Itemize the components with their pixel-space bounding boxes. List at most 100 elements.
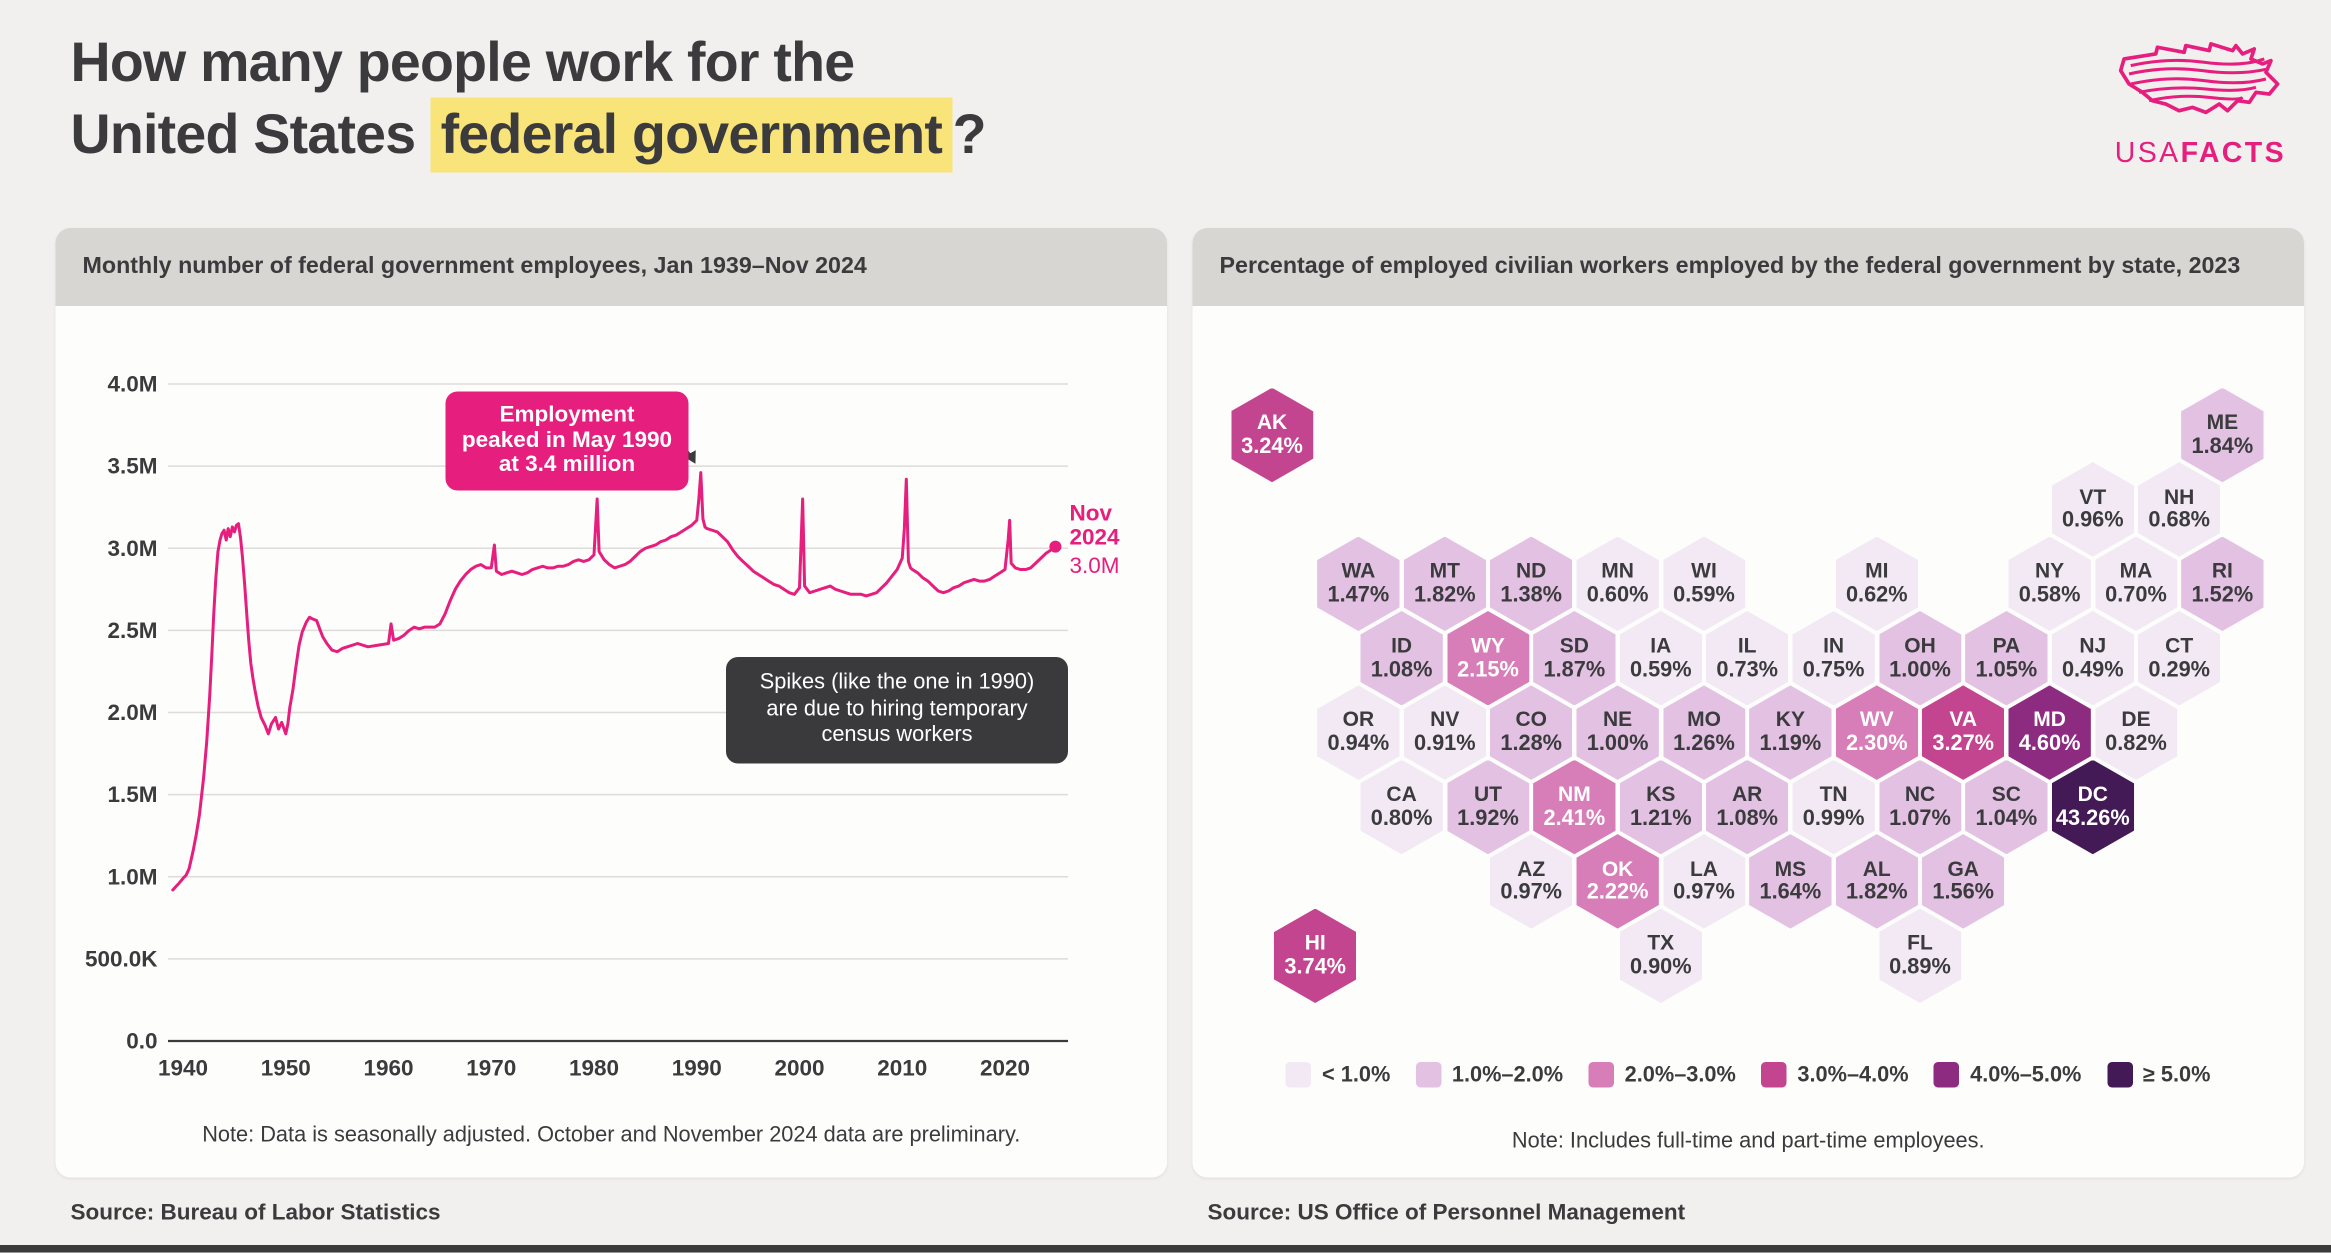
state-value: 1.26%: [1673, 732, 1735, 757]
state-hex-wv[interactable]: WV 2.30%: [1835, 685, 1919, 780]
state-hex-nj[interactable]: NJ 0.49%: [2051, 610, 2135, 706]
usa-map-icon: [2118, 42, 2280, 115]
state-hex-ga[interactable]: GA 1.56%: [1921, 834, 2005, 929]
state-hex-tn[interactable]: TN 0.99%: [1792, 759, 1875, 855]
state-abbr: MO: [1687, 707, 1721, 732]
state-hex-md[interactable]: MD 4.60%: [2008, 685, 2091, 780]
state-hex-oh[interactable]: OH 1.00%: [1878, 610, 1962, 706]
state-abbr: WV: [1859, 707, 1894, 732]
state-abbr: WI: [1691, 558, 1717, 583]
right-panel-header: Percentage of employed civilian workers …: [1192, 228, 2304, 306]
state-abbr: DE: [2121, 707, 2151, 732]
state-hex-ne[interactable]: NE 1.00%: [1576, 685, 1659, 780]
state-hex-ky[interactable]: KY 1.19%: [1749, 685, 1832, 780]
state-hex-nd[interactable]: ND 1.38%: [1489, 536, 1573, 632]
state-value: 3.74%: [1284, 955, 1347, 980]
svg-text:1980: 1980: [569, 1056, 619, 1081]
state-value: 1.47%: [1327, 583, 1390, 608]
state-hex-ms[interactable]: MS 1.64%: [1749, 834, 1832, 929]
state-abbr: VT: [2079, 483, 2107, 508]
state-hex-wi[interactable]: WI 0.59%: [1662, 536, 1746, 632]
state-hex-ny[interactable]: NY 0.58%: [2008, 536, 2091, 632]
state-value: 1.21%: [1629, 806, 1692, 831]
state-hex-mo[interactable]: MO 1.26%: [1662, 685, 1746, 780]
state-hex-me[interactable]: ME 1.84%: [2181, 387, 2264, 483]
state-hex-sc[interactable]: SC 1.04%: [1965, 759, 2048, 855]
state-hex-ks[interactable]: KS 1.21%: [1619, 759, 1703, 855]
state-abbr: OH: [1904, 632, 1936, 657]
state-hex-id[interactable]: ID 1.08%: [1360, 610, 1443, 706]
state-hex-ar[interactable]: AR 1.08%: [1705, 759, 1789, 855]
state-abbr: IL: [1737, 632, 1757, 657]
state-value: 0.82%: [2105, 732, 2167, 757]
state-hex-hi[interactable]: HI 3.74%: [1273, 908, 1357, 1004]
legend-label: 2.0%–3.0%: [1624, 1062, 1736, 1087]
state-hex-or[interactable]: OR 0.94%: [1317, 685, 1400, 780]
state-hex-ak[interactable]: AK 3.24%: [1230, 387, 1314, 483]
state-abbr: RI: [2211, 558, 2233, 583]
hex-map-area: AK 3.24% ME 1.84% VT 0.96% NH 0.68% WA 1.47% MT 1.8…: [1193, 306, 2305, 1178]
legend-swatch: [1415, 1062, 1442, 1088]
state-hex-mi[interactable]: MI 0.62%: [1835, 536, 1919, 632]
logo-usa-text: USA: [2114, 138, 2181, 170]
state-hex-nc[interactable]: NC 1.07%: [1878, 759, 1962, 855]
state-hex-in[interactable]: IN 0.75%: [1792, 610, 1875, 706]
state-hex-co[interactable]: CO 1.28%: [1489, 685, 1573, 780]
state-value: 4.60%: [2018, 732, 2081, 757]
state-value: 2.41%: [1543, 806, 1606, 831]
state-hex-ia[interactable]: IA 0.59%: [1619, 610, 1703, 706]
state-hex-al[interactable]: AL 1.82%: [1835, 834, 1919, 929]
state-abbr: TX: [1647, 930, 1675, 955]
state-value: 0.59%: [1629, 657, 1692, 682]
state-hex-ca[interactable]: CA 0.80%: [1360, 759, 1443, 855]
state-hex-tx[interactable]: TX 0.90%: [1619, 908, 1703, 1004]
state-value: 43.26%: [2055, 806, 2130, 831]
state-abbr: MD: [2033, 707, 2066, 732]
state-value: 0.99%: [1802, 806, 1865, 831]
state-abbr: SC: [1991, 781, 2021, 806]
state-hex-il[interactable]: IL 0.73%: [1705, 610, 1789, 706]
legend-item-2: 2.0%–3.0%: [1588, 1062, 1736, 1088]
state-value: 0.49%: [2061, 657, 2124, 682]
state-hex-ut[interactable]: UT 1.92%: [1446, 759, 1530, 855]
state-hex-vt[interactable]: VT 0.96%: [2051, 462, 2135, 557]
page-title: How many people work for the United State…: [70, 27, 987, 173]
state-hex-sd[interactable]: SD 1.87%: [1533, 610, 1616, 706]
svg-text:500.0K: 500.0K: [85, 946, 158, 971]
state-hex-va[interactable]: VA 3.27%: [1921, 685, 2005, 780]
legend-swatch: [1934, 1062, 1960, 1088]
svg-text:1990: 1990: [672, 1056, 722, 1081]
state-value: 1.00%: [1586, 732, 1649, 757]
state-hex-wa[interactable]: WA 1.47%: [1317, 536, 1400, 632]
employment-trend-panel: Monthly number of federal government emp…: [55, 228, 1167, 1178]
state-hex-la[interactable]: LA 0.97%: [1662, 834, 1746, 929]
state-hex-ma[interactable]: MA 0.70%: [2094, 536, 2178, 632]
state-value: 0.90%: [1629, 955, 1692, 980]
state-hex-nh[interactable]: NH 0.68%: [2137, 462, 2221, 557]
svg-text:0.0: 0.0: [126, 1029, 157, 1054]
state-hex-de[interactable]: DE 0.82%: [2094, 685, 2178, 780]
state-hex-ct[interactable]: CT 0.29%: [2137, 610, 2221, 706]
state-hex-nv[interactable]: NV 0.91%: [1403, 685, 1487, 780]
state-value: 3.24%: [1241, 434, 1303, 459]
state-value: 1.64%: [1759, 880, 1822, 905]
state-hex-nm[interactable]: NM 2.41%: [1533, 759, 1616, 855]
state-hex-pa[interactable]: PA 1.05%: [1965, 610, 2048, 706]
state-hex-ok[interactable]: OK 2.22%: [1576, 834, 1659, 929]
state-hex-fl[interactable]: FL 0.89%: [1878, 908, 1962, 1004]
state-hex-mt[interactable]: MT 1.82%: [1403, 536, 1487, 632]
state-hex-ri[interactable]: RI 1.52%: [2181, 536, 2264, 632]
state-value: 0.59%: [1673, 583, 1735, 608]
state-abbr: CO: [1515, 707, 1547, 732]
state-hex-dc[interactable]: DC 43.26%: [2051, 759, 2135, 855]
title-line-2-pre: United States: [70, 103, 431, 166]
state-abbr: HI: [1304, 930, 1326, 955]
state-hex-wy[interactable]: WY 2.15%: [1446, 610, 1530, 706]
hex-map: AK 3.24% ME 1.84% VT 0.96% NH 0.68% WA 1.47% MT 1.8…: [1193, 306, 2305, 1056]
state-value: 1.84%: [2191, 434, 2254, 459]
state-abbr: PA: [1992, 632, 2021, 657]
state-abbr: ND: [1516, 558, 1547, 583]
state-abbr: LA: [1689, 855, 1718, 880]
state-hex-mn[interactable]: MN 0.60%: [1576, 536, 1659, 632]
state-hex-az[interactable]: AZ 0.97%: [1489, 834, 1573, 929]
